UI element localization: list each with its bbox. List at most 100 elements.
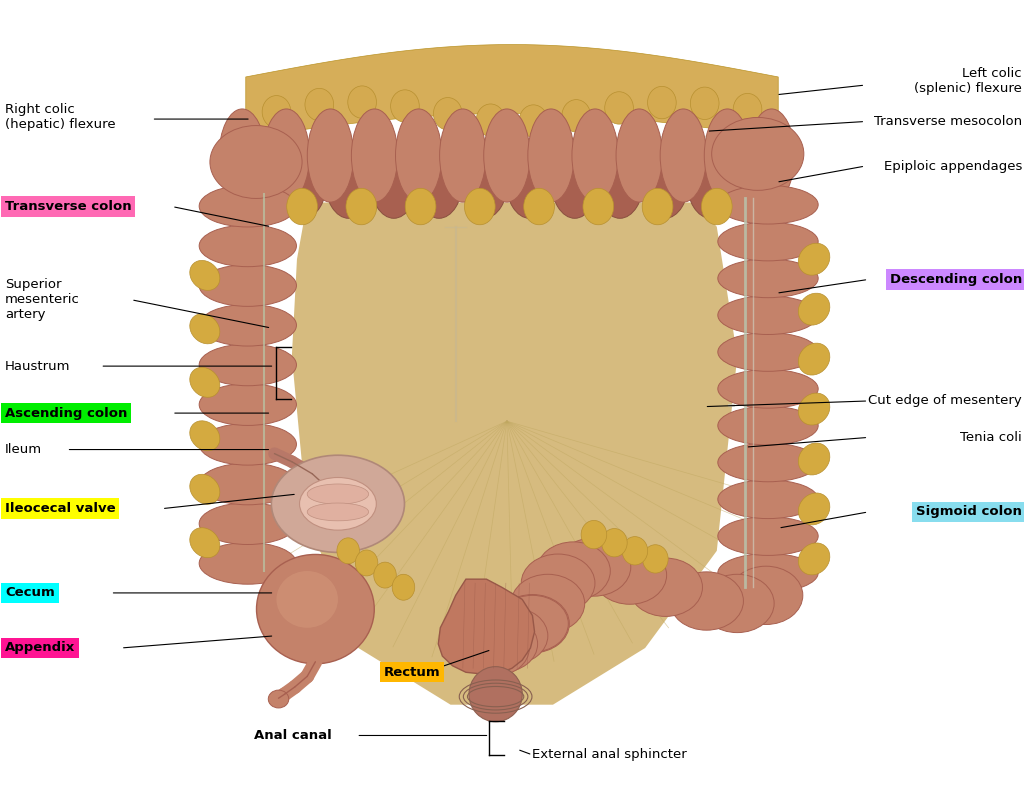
Ellipse shape xyxy=(189,314,220,343)
Ellipse shape xyxy=(799,243,829,275)
Ellipse shape xyxy=(263,109,309,202)
Polygon shape xyxy=(438,579,535,674)
Ellipse shape xyxy=(583,188,613,225)
Ellipse shape xyxy=(300,478,377,530)
Text: Right colic
(hepatic) flexure: Right colic (hepatic) flexure xyxy=(5,104,116,131)
Ellipse shape xyxy=(476,104,505,136)
Ellipse shape xyxy=(523,188,554,225)
Ellipse shape xyxy=(189,368,220,397)
Ellipse shape xyxy=(276,571,338,628)
Text: Transverse colon: Transverse colon xyxy=(5,200,132,213)
Ellipse shape xyxy=(307,484,369,504)
Ellipse shape xyxy=(749,109,795,202)
Ellipse shape xyxy=(729,566,803,625)
Ellipse shape xyxy=(718,296,818,335)
Text: Cecum: Cecum xyxy=(5,586,55,599)
Ellipse shape xyxy=(307,109,353,202)
Ellipse shape xyxy=(643,545,668,573)
Ellipse shape xyxy=(199,344,297,386)
Ellipse shape xyxy=(199,265,297,306)
Ellipse shape xyxy=(641,141,689,218)
Ellipse shape xyxy=(718,480,818,518)
Ellipse shape xyxy=(718,185,818,224)
Ellipse shape xyxy=(527,109,574,202)
Ellipse shape xyxy=(647,87,676,119)
Ellipse shape xyxy=(476,608,548,664)
Ellipse shape xyxy=(199,503,297,544)
Ellipse shape xyxy=(268,690,289,708)
Text: Ileum: Ileum xyxy=(5,443,42,456)
Ellipse shape xyxy=(718,517,818,556)
Ellipse shape xyxy=(690,87,719,120)
Ellipse shape xyxy=(469,667,522,722)
Ellipse shape xyxy=(572,109,618,202)
Ellipse shape xyxy=(670,572,743,630)
Ellipse shape xyxy=(374,562,396,588)
Ellipse shape xyxy=(199,305,297,346)
Ellipse shape xyxy=(439,109,486,202)
Ellipse shape xyxy=(496,595,569,653)
Ellipse shape xyxy=(199,185,297,227)
Ellipse shape xyxy=(623,537,647,565)
Ellipse shape xyxy=(199,543,297,584)
Ellipse shape xyxy=(199,384,297,425)
Ellipse shape xyxy=(348,86,377,118)
Ellipse shape xyxy=(705,109,751,202)
Ellipse shape xyxy=(799,293,829,325)
Ellipse shape xyxy=(660,109,707,202)
Ellipse shape xyxy=(732,141,779,218)
Ellipse shape xyxy=(700,574,774,633)
Ellipse shape xyxy=(280,141,327,218)
Ellipse shape xyxy=(642,188,673,225)
Ellipse shape xyxy=(799,543,829,575)
Ellipse shape xyxy=(497,595,568,652)
Ellipse shape xyxy=(799,393,829,425)
Ellipse shape xyxy=(562,100,591,132)
Ellipse shape xyxy=(210,126,302,198)
Ellipse shape xyxy=(799,443,829,475)
Ellipse shape xyxy=(601,528,627,557)
Ellipse shape xyxy=(511,574,585,633)
Ellipse shape xyxy=(337,538,359,564)
Ellipse shape xyxy=(718,222,818,261)
Ellipse shape xyxy=(799,493,829,525)
Ellipse shape xyxy=(629,558,702,616)
Ellipse shape xyxy=(199,424,297,465)
Text: Tenia coli: Tenia coli xyxy=(961,431,1022,444)
Ellipse shape xyxy=(799,343,829,375)
Ellipse shape xyxy=(370,141,418,218)
Ellipse shape xyxy=(551,141,598,218)
Text: Ascending colon: Ascending colon xyxy=(5,407,128,420)
Ellipse shape xyxy=(718,333,818,371)
Ellipse shape xyxy=(256,554,375,664)
Text: Sigmoid colon: Sigmoid colon xyxy=(916,505,1022,518)
Text: Epiploic appendages: Epiploic appendages xyxy=(884,160,1022,173)
Ellipse shape xyxy=(219,109,265,202)
Text: Cut edge of mesentery: Cut edge of mesentery xyxy=(868,394,1022,407)
Ellipse shape xyxy=(287,188,317,225)
Ellipse shape xyxy=(406,188,436,225)
Ellipse shape xyxy=(271,455,404,552)
Ellipse shape xyxy=(718,369,818,408)
Ellipse shape xyxy=(262,96,291,128)
Ellipse shape xyxy=(458,620,529,676)
Ellipse shape xyxy=(307,503,369,521)
Ellipse shape xyxy=(199,463,297,505)
Ellipse shape xyxy=(605,92,634,124)
Ellipse shape xyxy=(718,443,818,482)
Ellipse shape xyxy=(593,546,667,604)
Ellipse shape xyxy=(718,553,818,592)
Polygon shape xyxy=(292,202,737,705)
Ellipse shape xyxy=(718,407,818,445)
Ellipse shape xyxy=(521,554,595,612)
Ellipse shape xyxy=(346,188,377,225)
Ellipse shape xyxy=(189,421,220,450)
Ellipse shape xyxy=(465,188,496,225)
Ellipse shape xyxy=(687,141,734,218)
Ellipse shape xyxy=(483,109,530,202)
Text: External anal sphincter: External anal sphincter xyxy=(532,748,687,761)
Ellipse shape xyxy=(189,475,220,504)
Ellipse shape xyxy=(234,141,282,218)
Text: Rectum: Rectum xyxy=(384,666,440,679)
Text: Ileocecal valve: Ileocecal valve xyxy=(5,502,116,515)
